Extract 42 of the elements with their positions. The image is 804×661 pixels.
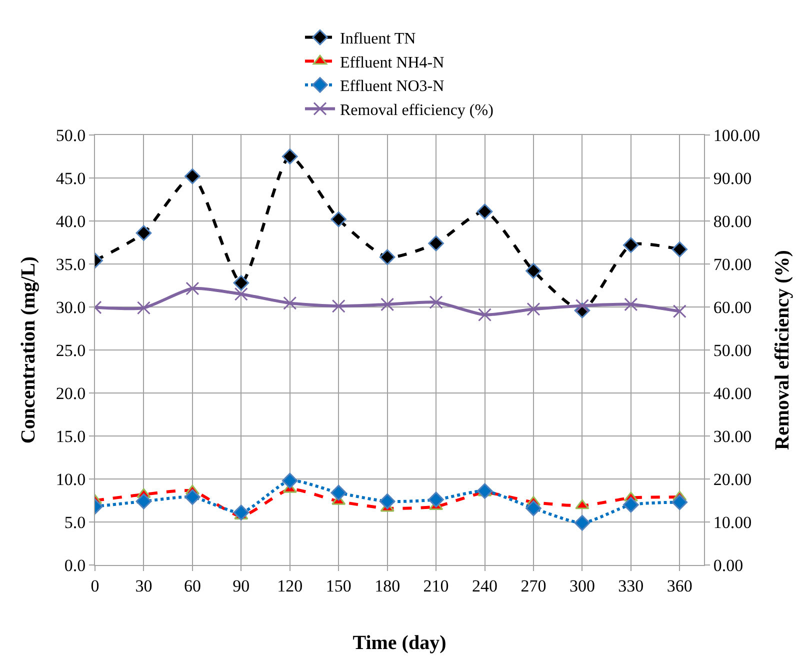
- y-tick-label: 20.0: [56, 384, 86, 403]
- x-tick-label: 120: [277, 576, 303, 596]
- x-tick-label: 270: [520, 576, 546, 596]
- y2-tick-label: 80.00: [713, 212, 752, 231]
- y2-tick-label: 70.00: [713, 254, 752, 274]
- y-tick-label: 5.0: [64, 512, 86, 532]
- x-tick-label: 360: [666, 576, 692, 596]
- y2-tick-label: 40.00: [713, 384, 752, 403]
- x-tick-label: 240: [472, 576, 498, 596]
- y2-tick-label: 50.00: [713, 340, 752, 360]
- x-tick-label: 0: [90, 576, 100, 596]
- y-tick-label: 40.0: [56, 212, 86, 231]
- x-tick-label: 300: [569, 576, 595, 596]
- y2-tick-label: 90.00: [713, 168, 752, 188]
- x-tick-label: 90: [232, 576, 250, 596]
- legend-label: Influent TN: [340, 30, 416, 48]
- y-tick-label: 15.0: [56, 426, 86, 446]
- legend-label: Effluent NO3-N: [340, 78, 445, 96]
- y2-tick-label: 100.00: [713, 126, 760, 145]
- y2-tick-label: 60.00: [713, 298, 752, 317]
- y2-axis-title: Removal efficiency (%): [772, 250, 794, 450]
- y-tick-label: 45.0: [56, 168, 86, 188]
- y2-tick-label: 10.00: [713, 512, 752, 532]
- y-tick-label: 0.0: [64, 556, 86, 575]
- x-axis-title: Time (day): [352, 632, 446, 654]
- y2-tick-label: 30.00: [713, 426, 752, 446]
- x-tick-label: 30: [135, 576, 152, 596]
- x-tick-label: 330: [618, 576, 644, 596]
- x-tick-label: 60: [184, 576, 201, 596]
- x-tick-label: 180: [374, 576, 400, 596]
- y-tick-label: 10.0: [56, 470, 86, 489]
- y2-tick-label: 20.00: [713, 470, 752, 489]
- y-tick-label: 30.0: [56, 298, 86, 317]
- legend-label: Removal efficiency (%): [340, 102, 494, 119]
- y2-tick-label: 0.00: [713, 556, 744, 575]
- x-tick-label: 150: [326, 576, 352, 596]
- x-tick-label: 210: [423, 576, 449, 596]
- y-tick-label: 25.0: [56, 340, 86, 360]
- y-tick-label: 35.0: [56, 254, 86, 274]
- y-axis-title: Concentration (mg/L): [17, 256, 40, 444]
- y-tick-label: 50.0: [56, 126, 86, 145]
- legend-label: Effluent NH4-N: [340, 54, 445, 72]
